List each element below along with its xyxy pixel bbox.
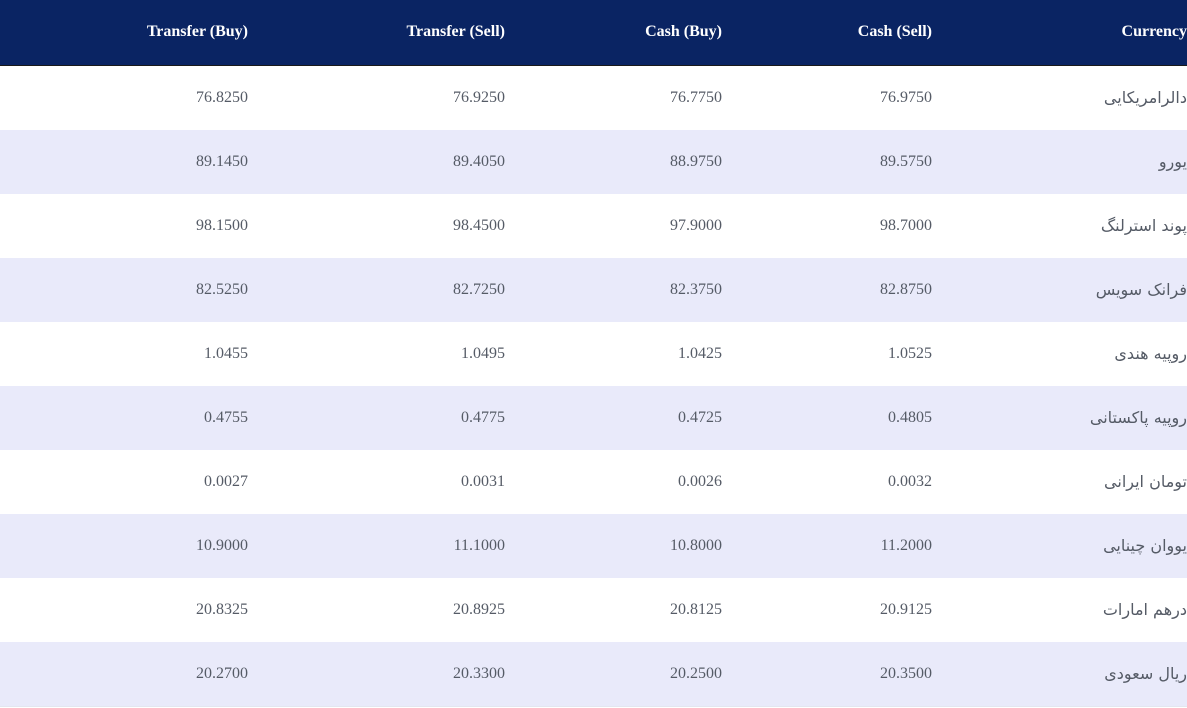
currency-name-cell: روپیه پاکستانی [1089,408,1187,427]
cash-buy-cell: 82.3750 [670,280,722,298]
transfer-sell-cell: 0.0031 [461,472,505,490]
cash-sell-cell: 20.9125 [880,600,932,618]
cash-sell-cell: 1.0525 [888,344,932,362]
transfer-buy-cell: 1.0455 [204,344,248,362]
transfer-buy-cell: 20.8325 [196,600,248,618]
cash-sell-cell: 20.3500 [880,664,932,682]
table-row: 20.8325 20.8925 20.8125 20.9125 درهم اما… [0,577,1187,642]
transfer-sell-cell: 0.4775 [461,408,505,426]
transfer-buy-cell: 98.1500 [196,216,248,234]
table-row: 89.1450 89.4050 88.9750 89.5750 یورو [0,129,1187,194]
header-transfer-buy: Transfer (Buy) [0,0,248,66]
table-row: 1.0455 1.0495 1.0425 1.0525 روپیه هندی [0,321,1187,386]
header-cash-buy: Cash (Buy) [505,0,722,66]
transfer-sell-cell: 82.7250 [453,280,505,298]
transfer-sell-cell: 20.3300 [453,664,505,682]
transfer-buy-cell: 89.1450 [196,152,248,170]
currency-name-cell: یورو [1158,152,1187,171]
header-row: Transfer (Buy) Transfer (Sell) Cash (Buy… [0,0,1187,66]
header-currency: Currency [932,0,1187,66]
table-row: 98.1500 98.4500 97.9000 98.7000 پوند است… [0,193,1187,258]
cash-sell-cell: 98.7000 [880,216,932,234]
currency-name-cell: درهم امارات [1102,600,1187,619]
cash-sell-cell: 0.0032 [888,472,932,490]
currency-name-cell: ریال سعودی [1104,664,1187,683]
currency-name-cell: روپیه هندی [1114,344,1187,363]
cash-sell-cell: 82.8750 [880,280,932,298]
cash-buy-cell: 76.7750 [670,88,722,106]
currency-name-cell: یووان چینایی [1103,536,1187,555]
transfer-buy-cell: 0.4755 [204,408,248,426]
transfer-buy-cell: 20.2700 [196,664,248,682]
cash-buy-cell: 1.0425 [678,344,722,362]
table-row: 0.0027 0.0031 0.0026 0.0032 تومان ایرانی [0,449,1187,514]
cash-buy-cell: 20.2500 [670,664,722,682]
currency-name-cell: دالرامریکایی [1103,88,1187,107]
transfer-sell-cell: 76.9250 [453,88,505,106]
cash-sell-cell: 11.2000 [880,536,932,554]
transfer-sell-cell: 89.4050 [453,152,505,170]
transfer-sell-cell: 1.0495 [461,344,505,362]
currency-name-cell: فرانک سویس [1095,280,1187,299]
currency-name-cell: پوند استرلنگ [1100,216,1187,235]
transfer-buy-cell: 76.8250 [196,88,248,106]
table-row: 20.2700 20.3300 20.2500 20.3500 ریال سعو… [0,641,1187,706]
cash-sell-cell: 89.5750 [880,152,932,170]
cash-buy-cell: 0.0026 [678,472,722,490]
transfer-sell-cell: 11.1000 [453,536,505,554]
cash-buy-cell: 88.9750 [670,152,722,170]
header-cash-sell: Cash (Sell) [722,0,932,66]
cash-sell-cell: 76.9750 [880,88,932,106]
table-bottom-divider [0,705,1187,707]
table-body: 76.8250 76.9250 76.7750 76.9750 دالرامری… [0,65,1187,706]
transfer-buy-cell: 0.0027 [204,472,248,490]
cash-buy-cell: 0.4725 [678,408,722,426]
cash-buy-cell: 97.9000 [670,216,722,234]
transfer-sell-cell: 98.4500 [453,216,505,234]
transfer-sell-cell: 20.8925 [453,600,505,618]
cash-buy-cell: 10.8000 [670,536,722,554]
header-transfer-sell: Transfer (Sell) [248,0,505,66]
table-row: 82.5250 82.7250 82.3750 82.8750 فرانک سو… [0,257,1187,322]
transfer-buy-cell: 10.9000 [196,536,248,554]
currency-name-cell: تومان ایرانی [1104,472,1187,491]
transfer-buy-cell: 82.5250 [196,280,248,298]
table-row: 76.8250 76.9250 76.7750 76.9750 دالرامری… [0,65,1187,130]
cash-sell-cell: 0.4805 [888,408,932,426]
table-row: 0.4755 0.4775 0.4725 0.4805 روپیه پاکستا… [0,385,1187,450]
cash-buy-cell: 20.8125 [670,600,722,618]
table-header: Transfer (Buy) Transfer (Sell) Cash (Buy… [0,0,1187,66]
table-row: 10.9000 11.1000 10.8000 11.2000 یووان چی… [0,513,1187,578]
